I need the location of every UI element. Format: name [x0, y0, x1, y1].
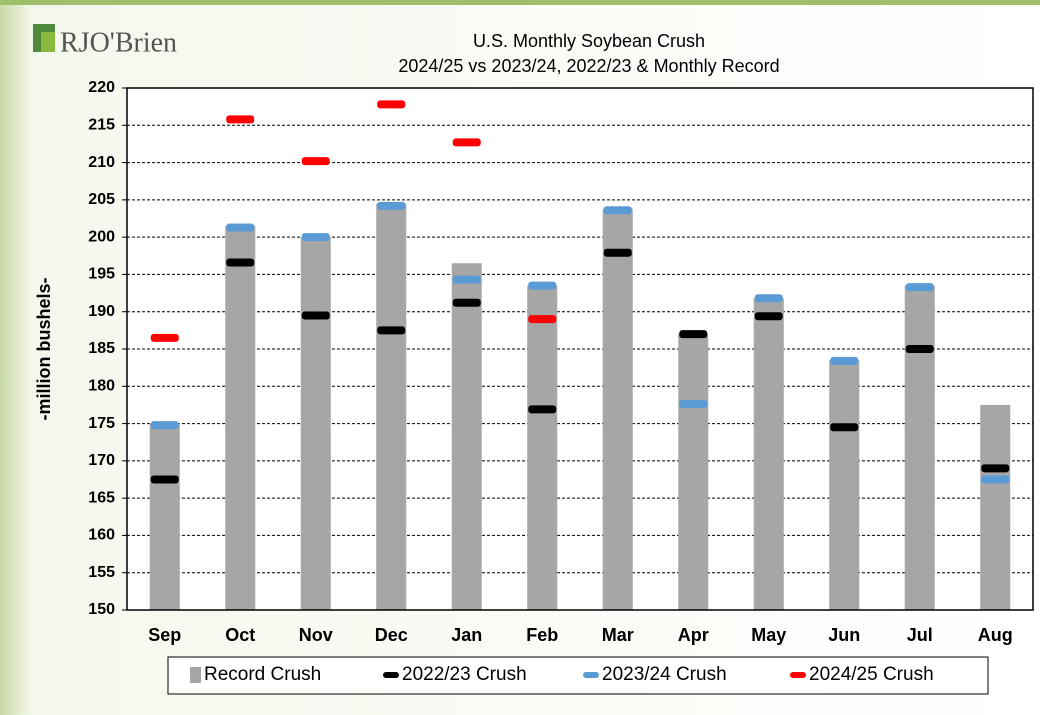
y-tick-label: 175	[88, 415, 115, 432]
dash-marker	[226, 223, 255, 232]
bar	[451, 263, 482, 610]
legend-swatch	[790, 672, 806, 678]
legend	[167, 656, 989, 695]
y-tick-label: 170	[88, 452, 115, 469]
bar	[753, 298, 784, 610]
dash-marker	[301, 311, 330, 320]
dash-marker	[830, 423, 859, 432]
dash-marker	[603, 248, 632, 257]
dash-marker	[452, 275, 481, 284]
y-tick-label: 200	[88, 228, 115, 245]
dash-marker	[377, 100, 406, 109]
dash-marker	[226, 258, 255, 267]
dash-marker	[679, 400, 708, 409]
bar	[602, 208, 633, 610]
legend-swatch	[383, 672, 399, 678]
dash-marker	[754, 312, 783, 321]
bar	[300, 237, 331, 610]
legend-swatch	[190, 667, 201, 683]
dash-marker	[905, 283, 934, 292]
y-tick-label: 215	[88, 117, 115, 134]
x-tick-label: Sep	[148, 625, 181, 645]
legend-swatch	[583, 672, 599, 678]
y-tick-label: 155	[88, 564, 115, 581]
y-axis-label: -million bushels-	[34, 277, 54, 420]
plot-border	[126, 87, 1034, 611]
y-tick-label: 165	[88, 489, 115, 506]
x-tick-label: Dec	[375, 625, 408, 645]
dash-marker	[301, 157, 330, 166]
dash-marker	[905, 345, 934, 353]
legend-label: Record Crush	[204, 664, 321, 685]
dash-marker	[377, 326, 406, 335]
y-tick-label: 180	[88, 378, 115, 395]
dash-marker	[679, 330, 708, 339]
top-border	[0, 0, 1040, 5]
y-tick-label: 190	[88, 303, 115, 320]
dash-marker	[150, 475, 179, 484]
bar	[527, 285, 558, 610]
y-tick-label: 185	[88, 340, 115, 357]
x-tick-label: Apr	[678, 625, 709, 645]
dash-marker	[528, 315, 557, 324]
dash-marker	[452, 298, 481, 307]
y-tick-label: 160	[88, 527, 115, 544]
x-tick-label: Nov	[299, 625, 333, 645]
bar	[904, 285, 935, 610]
dash-marker	[528, 405, 557, 414]
bar	[829, 360, 860, 610]
x-tick-label: Jan	[451, 625, 482, 645]
dash-marker	[377, 201, 406, 210]
legend-label: 2023/24 Crush	[602, 664, 727, 685]
x-tick-label: Aug	[978, 625, 1013, 645]
chart-subtitle: 2024/25 vs 2023/24, 2022/23 & Monthly Re…	[398, 56, 779, 76]
dash-marker	[301, 233, 330, 242]
bar	[149, 423, 180, 610]
dash-marker	[150, 421, 179, 430]
dash-marker	[981, 475, 1010, 484]
dash-marker	[981, 464, 1010, 473]
legend-label: 2022/23 Crush	[402, 664, 527, 685]
dash-marker	[830, 356, 859, 365]
dash-marker	[452, 138, 481, 147]
y-tick-label: 220	[88, 79, 115, 96]
bar	[678, 334, 709, 610]
legend-label: 2024/25 Crush	[809, 664, 934, 685]
y-tick-label: 195	[88, 266, 115, 283]
x-tick-label: Jul	[907, 625, 933, 645]
x-tick-label: Oct	[225, 625, 255, 645]
dash-marker	[226, 115, 255, 124]
y-tick-label: 210	[88, 154, 115, 171]
y-tick-label: 205	[88, 191, 115, 208]
bar	[980, 404, 1011, 610]
dash-marker	[603, 206, 632, 215]
y-tick-label: 150	[88, 601, 115, 618]
x-tick-label: May	[751, 625, 786, 645]
logo: RJO'Brien	[60, 27, 177, 58]
x-tick-label: Mar	[602, 625, 634, 645]
x-tick-label: Jun	[828, 625, 860, 645]
logo-icon	[41, 32, 55, 52]
bar	[376, 203, 407, 611]
dash-marker	[528, 281, 557, 290]
dash-marker	[754, 294, 783, 303]
bar	[225, 225, 256, 610]
x-tick-label: Feb	[526, 625, 558, 645]
chart-title: U.S. Monthly Soybean Crush	[473, 31, 705, 51]
dash-marker	[150, 333, 179, 342]
